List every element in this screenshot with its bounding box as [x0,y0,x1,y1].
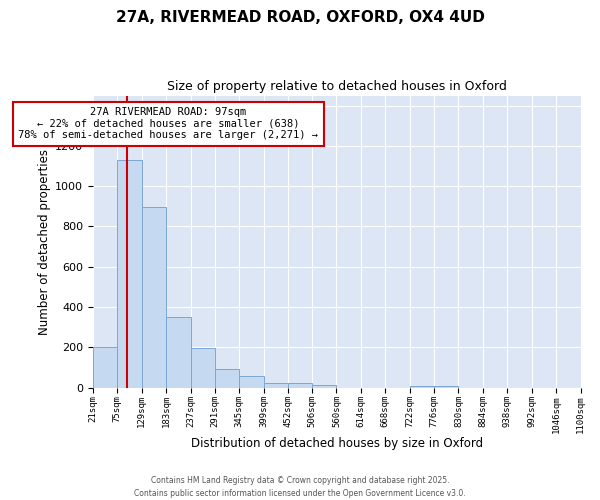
Text: 27A RIVERMEAD ROAD: 97sqm
← 22% of detached houses are smaller (638)
78% of semi: 27A RIVERMEAD ROAD: 97sqm ← 22% of detac… [19,107,319,140]
Bar [142,208,166,388]
Text: Contains HM Land Registry data © Crown copyright and database right 2025.
Contai: Contains HM Land Registry data © Crown c… [134,476,466,498]
Bar [410,386,434,388]
Bar [118,160,142,388]
Title: Size of property relative to detached houses in Oxford: Size of property relative to detached ho… [167,80,506,93]
Bar [312,384,337,388]
Bar [166,317,191,388]
Bar [215,370,239,388]
Bar [191,348,215,388]
Bar [264,383,287,388]
Y-axis label: Number of detached properties: Number of detached properties [38,148,51,334]
Bar [239,376,264,388]
Text: 27A, RIVERMEAD ROAD, OXFORD, OX4 4UD: 27A, RIVERMEAD ROAD, OXFORD, OX4 4UD [116,10,484,25]
Bar [434,386,458,388]
Bar [287,383,312,388]
Bar [93,348,118,388]
X-axis label: Distribution of detached houses by size in Oxford: Distribution of detached houses by size … [191,437,483,450]
